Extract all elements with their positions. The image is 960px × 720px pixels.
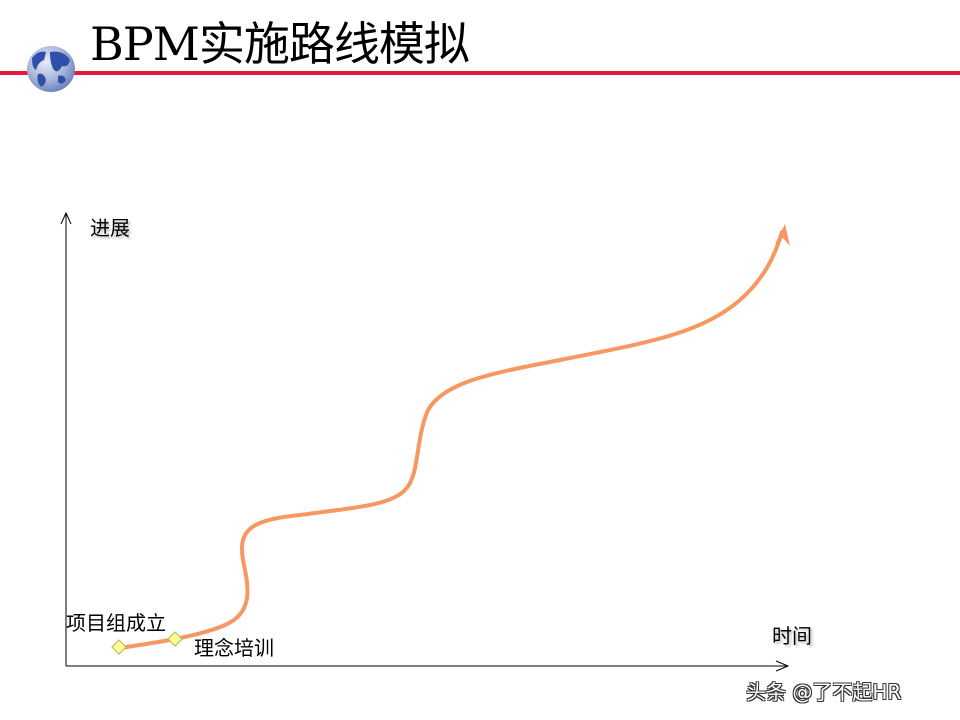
curve-arrowhead-icon (775, 224, 790, 246)
slide-title: BPM实施路线模拟 (90, 17, 470, 71)
milestone-label-2: 理念培训 (194, 636, 274, 660)
x-axis-arrow-icon (775, 660, 790, 672)
x-axis-label: 时间 (772, 624, 812, 648)
y-axis-arrow-icon (60, 211, 72, 225)
watermark: 头条 @了不起HR (746, 680, 902, 704)
milestone-marker-2 (167, 631, 183, 647)
milestone-marker-1 (111, 639, 127, 655)
milestone-label-1: 项目组成立 (66, 611, 166, 635)
globe-icon (27, 46, 75, 92)
title-underline (0, 71, 960, 75)
progress-curve (118, 230, 784, 650)
y-axis-label: 进展 (90, 216, 130, 240)
